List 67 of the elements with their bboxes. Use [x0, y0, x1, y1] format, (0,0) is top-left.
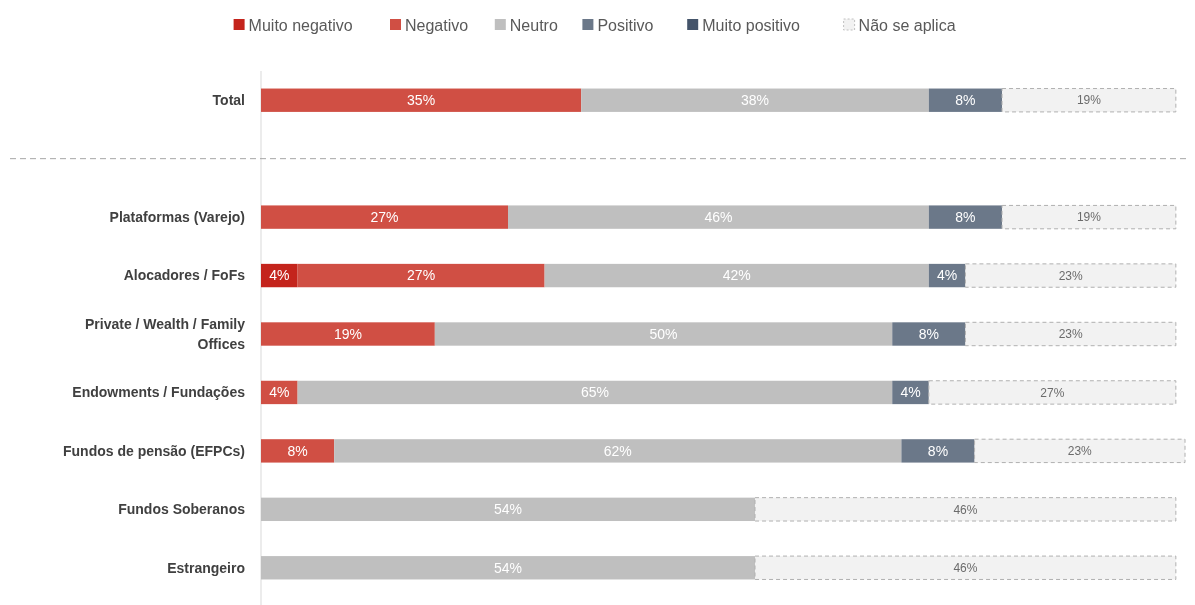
data-label: 8%: [287, 442, 308, 459]
data-label: 4%: [269, 384, 290, 401]
bar: [964, 321, 1177, 347]
bar: [434, 322, 893, 346]
bar: [261, 439, 335, 463]
data-label: 19%: [1076, 93, 1102, 108]
data-label: 23%: [1058, 327, 1083, 342]
bar: [261, 322, 435, 346]
data-label: 4%: [269, 267, 290, 284]
data-label: 8%: [927, 442, 949, 459]
bar: [261, 88, 582, 112]
data-label: 19%: [1076, 210, 1102, 225]
legend-label: Positivo: [597, 16, 654, 34]
bar: [261, 205, 509, 229]
y-tick-label: Fundos de pensão (EFPCs): [62, 442, 245, 459]
bar: [754, 555, 1177, 580]
bar: [754, 497, 1177, 522]
legend-label: Muito positivo: [702, 16, 801, 34]
data-label: 23%: [1058, 268, 1083, 283]
data-label: 46%: [704, 209, 733, 226]
data-label: 54%: [493, 559, 523, 576]
bar: [974, 438, 1186, 464]
data-label: 46%: [953, 502, 978, 517]
data-label: 4%: [937, 267, 958, 284]
data-label: 8%: [955, 92, 976, 109]
y-tick-label: Fundos Soberanos: [118, 501, 246, 518]
bar: [892, 322, 966, 346]
data-label: 35%: [407, 92, 436, 109]
bar: [1001, 88, 1177, 113]
bar: [334, 439, 902, 463]
y-tick-label: Alocadores / FoFs: [123, 267, 246, 284]
bar: [964, 263, 1177, 288]
data-label: 38%: [741, 92, 770, 109]
data-label: 23%: [1067, 444, 1093, 459]
data-label: 27%: [1040, 385, 1065, 400]
legend-label: Neutro: [509, 16, 558, 34]
data-label: 50%: [649, 325, 678, 342]
y-tick-label: Estrangeiro: [167, 559, 245, 576]
bar: [261, 497, 756, 522]
legend-label: Muito negativo: [248, 16, 353, 34]
data-label: 62%: [603, 442, 632, 459]
data-label: 65%: [580, 384, 609, 401]
bar: [261, 556, 756, 580]
bar: [297, 380, 893, 405]
data-label: 19%: [333, 325, 362, 342]
bar: [581, 88, 929, 112]
data-label: 8%: [918, 325, 939, 342]
data-label: 27%: [407, 267, 436, 284]
y-tick-label: Plataformas (Varejo): [109, 209, 245, 226]
data-label: 4%: [900, 384, 921, 401]
legend-label: Negativo: [405, 16, 469, 34]
data-label: 46%: [953, 560, 978, 575]
bar: [1001, 204, 1177, 230]
y-tick-label: Total: [212, 92, 245, 109]
data-label: 54%: [493, 501, 523, 518]
bar: [928, 205, 1003, 229]
bar: [901, 439, 975, 463]
legend-label: Não se aplica: [858, 16, 956, 34]
data-label: 42%: [722, 267, 751, 284]
data-label: 8%: [955, 209, 976, 226]
y-tick-label: Private / Wealth / Family Offices: [84, 315, 246, 353]
bar: [508, 205, 929, 229]
bar: [928, 380, 1177, 405]
data-label: 27%: [370, 209, 399, 226]
y-tick-label: Endowments / Fundações: [72, 384, 246, 401]
bar: [544, 263, 929, 288]
bar: [297, 263, 545, 288]
